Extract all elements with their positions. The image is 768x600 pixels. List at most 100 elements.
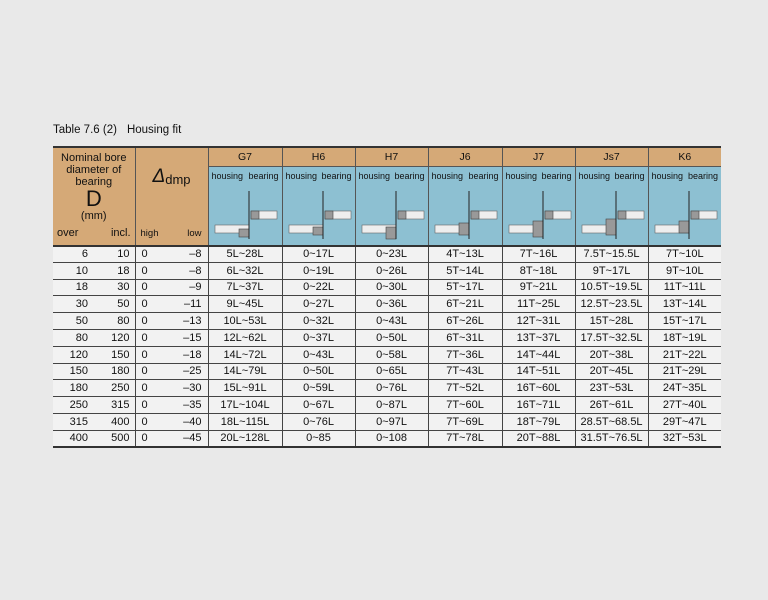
low-cell: –15 (168, 329, 209, 347)
fit-cell-h6: 0~22L (281, 279, 356, 297)
table-row: 150 180 0 –25 14L~79L 0~50L 0~65L 7T~43L 14T~… (53, 363, 722, 381)
fit-cell-g7: 17L~104L (207, 396, 283, 414)
header-line: bearing (75, 176, 113, 188)
high-cell: 0 (134, 245, 169, 263)
high-cell: 0 (134, 396, 169, 414)
fit-cell-j7: 18T~79L (501, 413, 576, 431)
fit-cell-k6: 27T~40L (647, 396, 722, 414)
low-cell: –25 (168, 363, 209, 381)
fit-diagram-cell: housing bearing (501, 166, 576, 246)
fit-cell-h6: 0~67L (281, 396, 356, 414)
bearing-label: bearing (541, 171, 572, 181)
fit-diagram-cell: housing bearing (427, 166, 503, 246)
incl-cell: 315 (93, 396, 136, 414)
fit-cell-k6: 13T~14L (647, 295, 722, 314)
fit-cell-g7: 7L~37L (207, 279, 283, 297)
fit-diagram-cell: housing bearing (574, 166, 649, 246)
over-cell: 30 (53, 295, 93, 314)
fit-cell-j7: 8T~18L (501, 262, 576, 280)
housing-label: housing (651, 171, 684, 181)
incl-cell: 250 (93, 379, 136, 398)
fit-cell-g7: 18L~115L (207, 413, 283, 431)
fit-cell-js7: 20T~45L (574, 363, 649, 381)
over-cell: 120 (53, 346, 93, 364)
low-cell: –8 (168, 262, 209, 280)
fit-cell-j6: 5T~14L (427, 262, 503, 280)
fit-cell-h6: 0~50L (281, 363, 356, 381)
over-cell: 250 (53, 396, 93, 414)
fit-cell-j7: 13T~37L (501, 329, 576, 347)
fit-header-k6: K6 (647, 147, 722, 167)
low-cell: –9 (168, 279, 209, 297)
delta-dmp-header: Δdmp high low (134, 147, 209, 246)
d-symbol: D (85, 186, 102, 211)
fit-cell-j7: 9T~21L (501, 279, 576, 297)
fit-cell-k6: 29T~47L (647, 413, 722, 431)
fit-cell-j6: 7T~43L (427, 363, 503, 381)
housing-fit-table: Nominal bore diameter of bearing D (mm) ov… (53, 146, 722, 449)
fit-cell-h6: 0~37L (281, 329, 356, 347)
fit-cell-js7: 15T~28L (574, 312, 649, 330)
over-cell: 80 (53, 329, 93, 347)
low-cell: –18 (168, 346, 209, 364)
table-title: Housing fit (126, 124, 182, 136)
fit-cell-js7: 9T~17L (574, 262, 649, 280)
table-row: 30 50 0 –11 9L~45L 0~27L 0~36L 6T~21L 11T~25L… (53, 295, 722, 314)
over-label: over (57, 226, 79, 239)
over-cell: 180 (53, 379, 93, 398)
incl-cell: 80 (93, 312, 136, 330)
table-row: 180 250 0 –30 15L~91L 0~59L 0~76L 7T~52L 16T~… (53, 379, 722, 398)
high-cell: 0 (134, 279, 169, 297)
incl-cell: 30 (93, 279, 136, 297)
fit-cell-g7: 9L~45L (207, 295, 283, 314)
fit-cell-j7: 14T~51L (501, 363, 576, 381)
fit-cell-js7: 26T~61L (574, 396, 649, 414)
fit-cell-h7: 0~65L (354, 363, 429, 381)
fit-cell-h7: 0~36L (354, 295, 429, 314)
fit-cell-j7: 16T~71L (501, 396, 576, 414)
fit-diagram-cell: housing bearing (281, 166, 356, 246)
fit-cell-h7: 0~50L (354, 329, 429, 347)
high-cell: 0 (134, 295, 169, 314)
fit-cell-h6: 0~85 (281, 430, 356, 448)
fit-cell-k6: 21T~29L (647, 363, 722, 381)
fit-cell-h6: 0~32L (281, 312, 356, 330)
fit-cell-h7: 0~43L (354, 312, 429, 330)
fit-header-j7: J7 (501, 147, 576, 167)
housing-label: housing (285, 171, 318, 181)
fit-cell-h7: 0~97L (354, 413, 429, 431)
fit-cell-j6: 4T~13L (427, 245, 503, 263)
housing-label: housing (211, 171, 244, 181)
incl-cell: 10 (93, 245, 136, 263)
fit-cell-h6: 0~43L (281, 346, 356, 364)
low-cell: –11 (168, 295, 209, 314)
fit-cell-g7: 15L~91L (207, 379, 283, 398)
over-cell: 400 (69, 432, 88, 445)
table-row: 250 315 0 –35 17L~104L 0~67L 0~87L 7T~60L 16T… (53, 396, 722, 414)
fit-cell-h6: 0~76L (281, 413, 356, 431)
fit-cell-h6: 0~17L (281, 245, 356, 263)
tolerance-diagram-icon (214, 191, 278, 239)
high-cell: 0 (134, 329, 169, 347)
low-label: low (187, 227, 202, 239)
fit-header-js7: Js7 (574, 147, 649, 167)
table-row: 50 80 0 –13 10L~53L 0~32L 0~43L 6T~26L 12T~31… (53, 312, 722, 330)
fit-cell-j6: 7T~78L (427, 430, 503, 448)
fit-cell-js7: 10.5T~19.5L (574, 279, 649, 297)
fit-cell-k6: 15T~17L (647, 312, 722, 330)
header-line: diameter of (66, 164, 122, 176)
low-cell: –8 (168, 245, 209, 263)
fit-cell-k6: 9T~10L (647, 262, 722, 280)
tolerance-diagram-icon (508, 191, 571, 239)
table-row: 400 500 0 –45 20L~128L 0~85 0~108 7T~78L 20T~… (53, 430, 722, 448)
fit-cell-j7: 11T~25L (501, 295, 576, 314)
fit-cell-k6: 11T~11L (647, 279, 722, 297)
incl-cell: 18 (93, 262, 136, 280)
tolerance-diagram-icon (654, 191, 718, 239)
fit-cell-h7: 0~58L (354, 346, 429, 364)
fit-cell-j7: 16T~60L (501, 379, 576, 398)
over-cell: 18 (53, 279, 93, 297)
table-row: 80 120 0 –15 12L~62L 0~37L 0~50L 6T~31L 13T~3… (53, 329, 722, 347)
incl-cell: 400 (93, 413, 136, 431)
housing-label: housing (505, 171, 538, 181)
